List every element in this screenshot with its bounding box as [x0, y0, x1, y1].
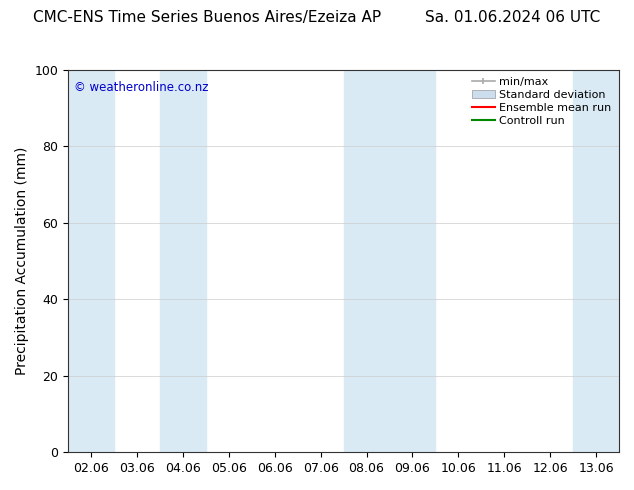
Bar — [160, 70, 206, 452]
Text: © weatheronline.co.nz: © weatheronline.co.nz — [74, 81, 208, 94]
Legend: min/max, Standard deviation, Ensemble mean run, Controll run: min/max, Standard deviation, Ensemble me… — [468, 73, 616, 130]
Bar — [68, 70, 114, 452]
Y-axis label: Precipitation Accumulation (mm): Precipitation Accumulation (mm) — [15, 147, 29, 375]
Bar — [573, 70, 619, 452]
Bar — [344, 70, 436, 452]
Text: CMC-ENS Time Series Buenos Aires/Ezeiza AP         Sa. 01.06.2024 06 UTC: CMC-ENS Time Series Buenos Aires/Ezeiza … — [34, 10, 600, 25]
